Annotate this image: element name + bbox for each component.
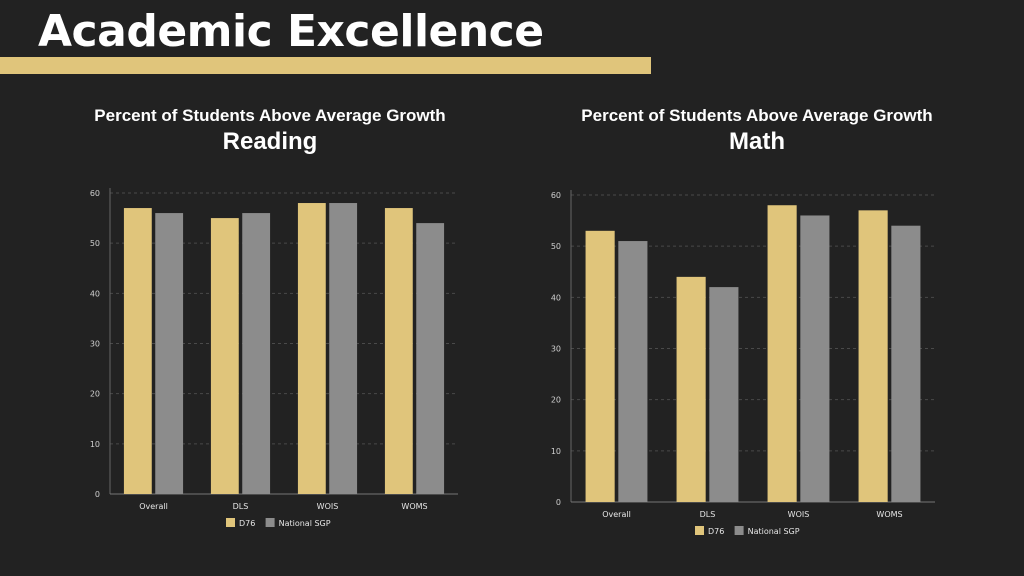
y-tick-label: 40 [551, 293, 561, 302]
y-tick-label: 30 [90, 340, 100, 349]
bar-d76-wois [767, 205, 797, 502]
x-tick-label: Overall [602, 510, 631, 519]
x-tick-label: WOMS [401, 502, 427, 511]
bar-national-sgp-dls [242, 213, 271, 495]
legend-label: National SGP [279, 519, 331, 528]
bar-national-sgp-dls [709, 287, 739, 502]
y-tick-label: 50 [551, 242, 561, 251]
y-tick-label: 20 [90, 390, 100, 399]
reading-bar-chart: 0 10 20 30 40 50 60 Overall DLS WOIS WOMS D76 Nation… [90, 188, 458, 528]
page-title: Academic Excellence [38, 6, 544, 57]
bar-national-sgp-wois [800, 215, 830, 502]
y-tick-label: 60 [551, 191, 561, 200]
bar-national-sgp-overall [618, 241, 648, 503]
y-tick-label: 60 [90, 189, 100, 198]
x-tick-label: Overall [139, 502, 168, 511]
legend-label: National SGP [748, 527, 800, 536]
bar-d76-overall [123, 208, 152, 495]
legend-swatch [734, 526, 744, 535]
y-tick-label: 10 [551, 447, 561, 456]
math-chart-panel: Percent of Students Above Average Growth… [527, 100, 987, 560]
bar-d76-dls [676, 276, 706, 502]
x-tick-label: DLS [233, 502, 249, 511]
legend-label: D76 [708, 527, 724, 536]
reading-chart-panel: Percent of Students Above Average Growth… [40, 100, 500, 560]
bar-d76-woms [858, 210, 888, 502]
legend-swatch [226, 518, 235, 527]
chart-title: Reading [222, 128, 318, 155]
bar-national-sgp-woms [416, 223, 445, 494]
bar-d76-overall [585, 230, 615, 503]
chart-title: Math [729, 128, 785, 155]
legend-swatch [695, 526, 704, 535]
legend-swatch [265, 518, 275, 527]
bar-national-sgp-overall [155, 213, 184, 495]
y-tick-label: 0 [95, 490, 100, 499]
math-bar-chart: 0 10 20 30 40 50 60 Overall DLS WOIS WOMS D76 Nation… [551, 190, 935, 536]
y-tick-label: 50 [90, 239, 100, 248]
x-tick-label: DLS [700, 510, 716, 519]
x-tick-label: WOIS [788, 510, 810, 519]
x-tick-label: WOMS [876, 510, 902, 519]
y-tick-label: 0 [556, 498, 561, 507]
x-tick-label: WOIS [317, 502, 339, 511]
chart-subtitle: Percent of Students Above Average Growth [94, 106, 446, 125]
bar-d76-woms [384, 208, 413, 495]
bar-national-sgp-woms [891, 225, 921, 502]
y-tick-label: 30 [551, 345, 561, 354]
legend-label: D76 [239, 519, 255, 528]
bar-d76-wois [297, 203, 326, 494]
y-tick-label: 40 [90, 289, 100, 298]
bar-d76-dls [210, 218, 239, 494]
bar-national-sgp-wois [329, 203, 358, 494]
title-underline-bar [0, 57, 651, 74]
y-tick-label: 10 [90, 440, 100, 449]
y-tick-label: 20 [551, 396, 561, 405]
chart-subtitle: Percent of Students Above Average Growth [581, 106, 933, 125]
